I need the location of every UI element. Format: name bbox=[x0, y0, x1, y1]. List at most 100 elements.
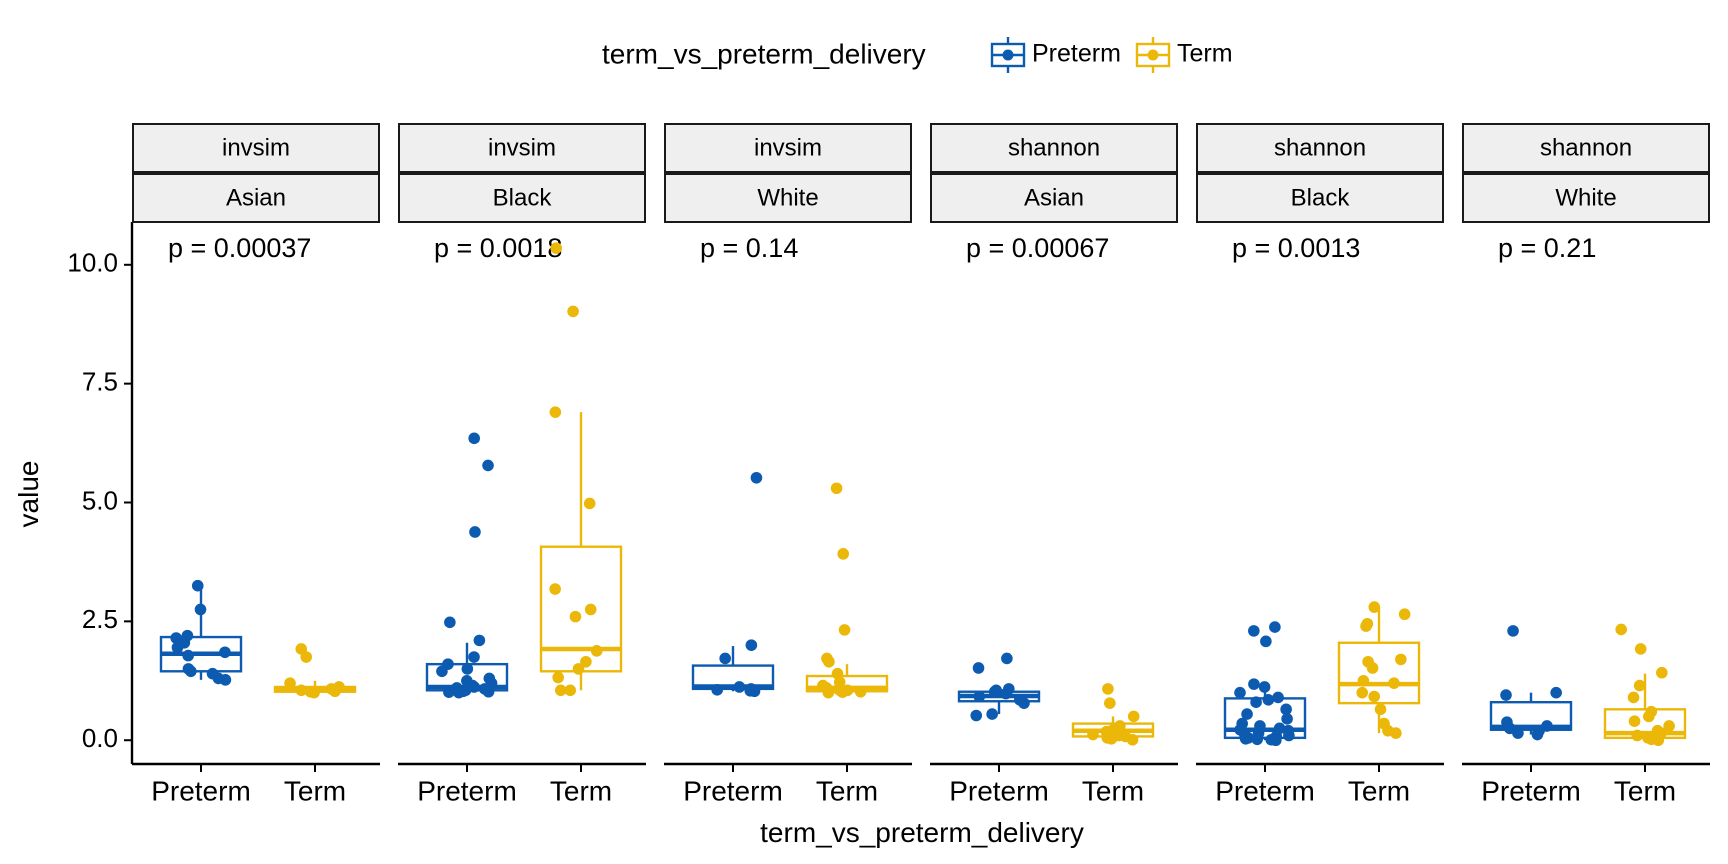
group-term: Term bbox=[1337, 601, 1421, 806]
x-tick-label: Term bbox=[816, 775, 878, 806]
data-point bbox=[854, 685, 867, 698]
group-term: Term bbox=[805, 482, 889, 806]
p-value-label: p = 0.00037 bbox=[168, 233, 311, 263]
data-point bbox=[590, 645, 603, 657]
data-point bbox=[185, 665, 197, 678]
data-point bbox=[1512, 727, 1524, 739]
legend: term_vs_preterm_delivery Preterm Term bbox=[602, 37, 1233, 73]
x-tick-label: Term bbox=[1614, 775, 1676, 806]
y-axis: 0.0 2.5 5.0 7.5 10.0 bbox=[67, 222, 134, 764]
data-point bbox=[468, 651, 480, 663]
data-point bbox=[1104, 697, 1116, 709]
facet-panel-shannon-asian: shannon Asian p = 0.00067 Preterm Term bbox=[930, 123, 1178, 806]
data-point bbox=[554, 684, 567, 697]
strip-top-label: shannon bbox=[1540, 134, 1632, 161]
legend-item-preterm: Preterm bbox=[990, 37, 1121, 73]
data-point bbox=[1269, 621, 1281, 633]
data-point bbox=[549, 583, 561, 595]
p-value-label: p = 0.14 bbox=[700, 233, 798, 263]
strip-bottom-label: Black bbox=[493, 184, 553, 211]
data-point bbox=[219, 674, 232, 686]
strip-bottom-label: Asian bbox=[226, 184, 286, 211]
legend-label: Term bbox=[1177, 40, 1233, 68]
data-point bbox=[1356, 686, 1369, 699]
data-point bbox=[284, 677, 296, 689]
strip-top bbox=[132, 123, 380, 173]
data-point bbox=[1633, 679, 1646, 692]
y-axis-title: value bbox=[13, 461, 44, 528]
box bbox=[1337, 641, 1421, 705]
x-tick-label: Term bbox=[550, 775, 612, 806]
data-point bbox=[1102, 683, 1114, 695]
data-point bbox=[1018, 697, 1030, 709]
strip-top-label: invsim bbox=[222, 134, 290, 161]
legend-label: Preterm bbox=[1032, 40, 1121, 68]
data-point bbox=[823, 655, 835, 668]
group-preterm: Preterm bbox=[949, 652, 1049, 806]
data-point bbox=[1001, 652, 1013, 665]
data-point bbox=[1368, 690, 1381, 703]
data-point bbox=[1631, 729, 1644, 742]
data-point bbox=[1360, 620, 1372, 632]
data-point bbox=[1281, 713, 1293, 725]
group-term: Term bbox=[539, 242, 623, 806]
data-point bbox=[973, 690, 986, 703]
data-point bbox=[1550, 686, 1562, 699]
data-point bbox=[1283, 729, 1295, 742]
data-point bbox=[1368, 601, 1381, 613]
legend-key-point bbox=[1147, 49, 1159, 61]
p-value-label: p = 0.21 bbox=[1498, 233, 1596, 263]
strip-bottom-label: Asian bbox=[1024, 184, 1084, 211]
data-point bbox=[1663, 720, 1675, 732]
y-tick-label: 7.5 bbox=[82, 367, 118, 397]
data-point bbox=[1127, 710, 1140, 723]
data-point bbox=[1652, 734, 1665, 747]
data-point bbox=[1627, 691, 1640, 704]
p-value-label: p = 0.0018 bbox=[434, 233, 562, 263]
data-point bbox=[584, 603, 597, 616]
x-tick-label: Preterm bbox=[1215, 775, 1315, 806]
data-point bbox=[1248, 625, 1260, 637]
data-point bbox=[444, 616, 456, 629]
data-point bbox=[549, 406, 562, 418]
box bbox=[539, 545, 623, 673]
group-term: Term bbox=[1603, 623, 1687, 806]
data-point bbox=[564, 684, 577, 697]
data-point bbox=[194, 603, 207, 616]
p-value-label: p = 0.00067 bbox=[966, 233, 1109, 263]
data-point bbox=[1126, 733, 1139, 746]
data-point bbox=[329, 685, 341, 698]
x-tick-label: Preterm bbox=[683, 775, 783, 806]
x-tick-label: Preterm bbox=[417, 775, 517, 806]
y-tick-label: 2.5 bbox=[82, 604, 118, 634]
facet-panel-invsim-black: invsim Black p = 0.0018 Preterm Term bbox=[398, 123, 646, 806]
x-tick-label: Term bbox=[284, 775, 346, 806]
x-tick-label: Preterm bbox=[949, 775, 1049, 806]
strip-bottom bbox=[664, 173, 912, 223]
data-point bbox=[1398, 608, 1411, 621]
data-point bbox=[453, 686, 465, 699]
data-point bbox=[750, 471, 763, 484]
data-point bbox=[1241, 708, 1253, 720]
strip-top-label: invsim bbox=[488, 134, 556, 161]
data-point bbox=[572, 663, 585, 675]
data-point bbox=[1248, 678, 1260, 690]
data-point bbox=[300, 651, 313, 663]
strip-top-label: shannon bbox=[1008, 134, 1100, 161]
x-tick-label: Preterm bbox=[151, 775, 251, 806]
data-point bbox=[308, 686, 320, 699]
strip-bottom bbox=[930, 173, 1178, 223]
strip-bottom-label: White bbox=[757, 184, 818, 211]
data-point bbox=[988, 685, 1001, 698]
data-point bbox=[1105, 733, 1118, 745]
data-point bbox=[473, 634, 486, 647]
strip-top bbox=[398, 123, 646, 173]
data-point bbox=[1251, 733, 1263, 746]
data-point bbox=[1500, 689, 1512, 701]
data-point bbox=[583, 497, 596, 510]
data-point bbox=[1250, 696, 1262, 708]
data-point bbox=[468, 432, 480, 445]
data-point bbox=[436, 665, 448, 678]
data-point bbox=[1000, 687, 1012, 700]
